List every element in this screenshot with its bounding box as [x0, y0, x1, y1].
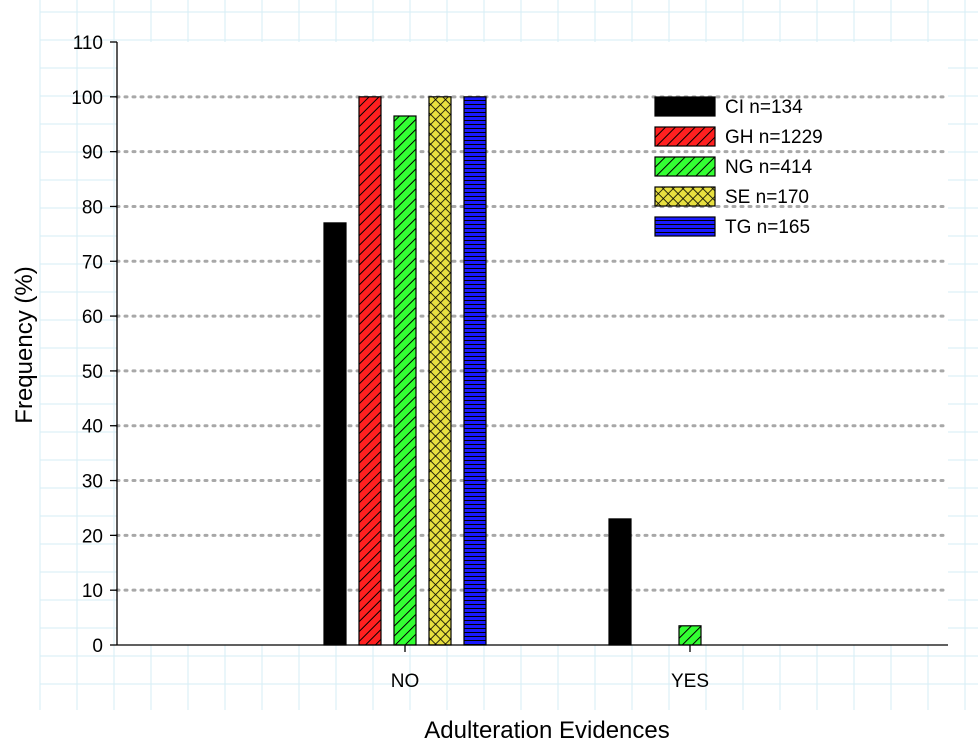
y-tick-label: 60 [82, 307, 103, 328]
y-tick-label: 40 [82, 417, 103, 438]
legend-swatch [654, 126, 716, 147]
background-grid [39, 0, 978, 710]
y-axis-title: Frequency (%) [11, 266, 38, 423]
bar [393, 115, 417, 646]
bar [428, 96, 452, 646]
legend: CI n=134 GH n=1229 NG n=414 SE n=170 TG n=16… [654, 96, 823, 238]
legend-swatch [654, 96, 716, 117]
legend-label: GH n=1229 [725, 127, 823, 148]
y-tick-label: 10 [82, 581, 103, 602]
y-tick-label: 90 [82, 143, 103, 164]
bar [678, 625, 702, 646]
bar [358, 96, 382, 646]
axes [116, 42, 948, 646]
y-tick-label: 80 [82, 197, 103, 218]
y-tick-label: 70 [82, 252, 103, 273]
x-tick-label: NO [391, 671, 420, 692]
legend-swatch [654, 156, 716, 177]
y-tick-label: 0 [92, 636, 103, 657]
x-axis-ticks: NO YES [391, 645, 709, 692]
bars [323, 96, 702, 646]
legend-label: CI n=134 [725, 97, 803, 118]
bar [608, 518, 632, 646]
y-tick-label: 110 [73, 33, 103, 54]
legend-label: TG n=165 [725, 217, 810, 238]
y-tick-label: 50 [82, 362, 103, 383]
x-axis-title: Adulteration Evidences [424, 717, 669, 744]
y-axis-ticks: 0 10 20 30 40 50 60 70 80 90 100 110 [71, 33, 117, 657]
horizontal-gridlines [115, 95, 950, 592]
y-tick-label: 30 [82, 472, 103, 493]
legend-label: NG n=414 [725, 157, 813, 178]
bar [463, 96, 487, 646]
legend-swatch [654, 186, 716, 207]
legend-label: SE n=170 [725, 187, 809, 208]
y-tick-label: 100 [71, 88, 103, 109]
x-tick-label: YES [671, 671, 709, 692]
bar [323, 222, 347, 646]
y-tick-label: 20 [82, 526, 103, 547]
legend-swatch [654, 216, 716, 237]
plot-area [117, 42, 948, 645]
